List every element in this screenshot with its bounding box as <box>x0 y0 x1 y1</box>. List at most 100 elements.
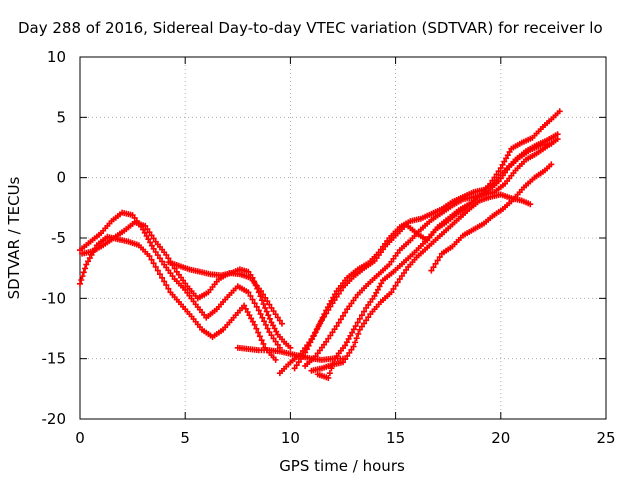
data-point <box>244 309 251 316</box>
data-point <box>363 304 370 311</box>
data-point <box>161 278 168 285</box>
data-point <box>86 255 93 262</box>
data-point <box>310 332 317 339</box>
data-point <box>248 315 255 322</box>
data-point <box>344 353 351 360</box>
data-point <box>273 328 280 335</box>
data-point <box>361 308 368 315</box>
data-point <box>272 356 279 363</box>
data-point <box>398 273 405 280</box>
data-point <box>324 304 331 311</box>
data-series <box>77 209 283 351</box>
data-point <box>265 312 272 319</box>
data-point <box>150 235 157 242</box>
data-point <box>163 282 170 289</box>
data-point <box>328 297 335 304</box>
data-point <box>255 289 262 296</box>
data-point <box>242 305 249 312</box>
data-point <box>79 273 86 280</box>
x-tick-label: 25 <box>596 429 615 447</box>
data-point <box>309 335 316 342</box>
data-point <box>263 308 270 315</box>
data-point <box>373 289 380 296</box>
data-point <box>251 300 258 307</box>
data-point <box>261 318 268 325</box>
data-point <box>148 232 155 239</box>
data-point <box>333 323 340 330</box>
data-point <box>361 320 368 327</box>
data-point <box>270 322 277 329</box>
data-point <box>78 276 85 283</box>
data-point <box>146 253 153 260</box>
data-point <box>270 335 277 342</box>
data-point <box>350 326 357 333</box>
data-point <box>401 269 408 276</box>
data-point <box>152 263 159 270</box>
data-point <box>255 307 262 314</box>
data-point <box>144 226 151 233</box>
data-point <box>363 317 370 324</box>
data-series <box>77 233 279 363</box>
data-point <box>504 152 511 159</box>
x-tick-label: 20 <box>491 429 510 447</box>
data-point <box>259 314 266 321</box>
data-point <box>371 292 378 299</box>
data-point <box>255 329 262 336</box>
data-point <box>326 370 333 377</box>
x-tick-label: 5 <box>180 429 190 447</box>
data-point <box>260 301 267 308</box>
data-point <box>346 349 353 356</box>
data-point <box>342 309 349 316</box>
data-point <box>497 165 504 172</box>
data-point <box>396 276 403 283</box>
y-tick-label: 5 <box>56 108 66 126</box>
data-point <box>303 346 310 353</box>
data-point <box>348 346 355 353</box>
data-point <box>293 362 300 369</box>
data-point <box>556 108 563 115</box>
data-series <box>165 259 294 351</box>
data-point <box>323 338 330 345</box>
data-point <box>390 285 397 292</box>
data-point <box>325 335 332 342</box>
data-point <box>327 332 334 339</box>
data-point <box>272 338 279 345</box>
data-point <box>354 319 361 326</box>
x-tick-label: 15 <box>386 429 405 447</box>
data-point <box>428 267 435 274</box>
data-point <box>142 222 149 229</box>
data-point <box>251 278 258 285</box>
data-point <box>264 325 271 332</box>
data-point <box>392 282 399 289</box>
data-point <box>257 293 264 300</box>
data-point <box>337 316 344 323</box>
data-point <box>326 300 333 307</box>
data-point <box>501 158 508 165</box>
data-point <box>165 285 172 292</box>
data-point <box>83 261 90 268</box>
data-point <box>148 242 155 249</box>
data-point <box>316 321 323 328</box>
data-point <box>369 295 376 302</box>
data-point <box>154 252 161 259</box>
data-point <box>350 343 357 350</box>
data-series <box>428 161 555 274</box>
x-tick-label: 10 <box>281 429 300 447</box>
data-point <box>434 257 441 264</box>
data-point <box>331 326 338 333</box>
data-point <box>307 339 314 346</box>
data-point <box>146 229 153 236</box>
data-point <box>312 329 319 336</box>
data-point <box>253 325 260 332</box>
data-point <box>251 321 258 328</box>
data-point <box>345 335 352 342</box>
data-point <box>353 335 360 342</box>
data-point <box>328 365 335 372</box>
data-point <box>262 294 269 301</box>
data-point <box>330 294 337 301</box>
y-tick-label: -20 <box>42 410 67 428</box>
data-point <box>156 271 163 278</box>
data-point <box>376 283 383 290</box>
